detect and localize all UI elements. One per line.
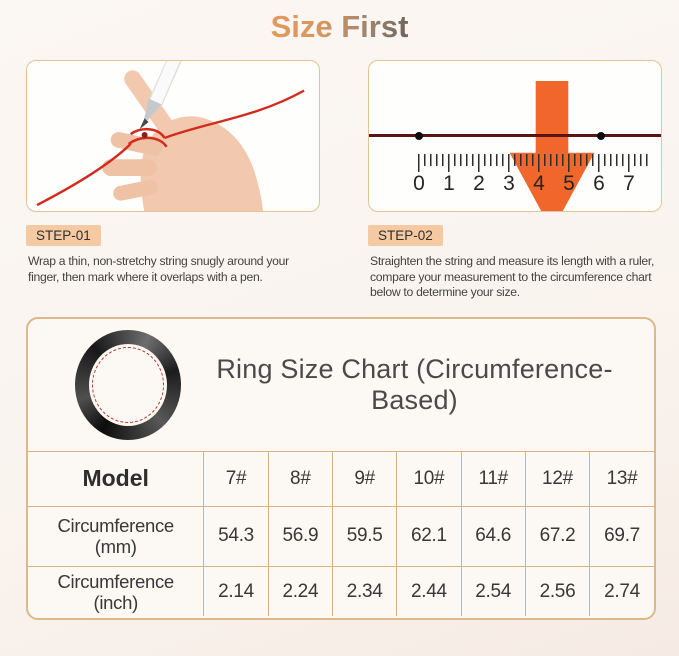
value-cell: 2.34 [331, 565, 398, 617]
value-cell: 2.74 [589, 565, 654, 617]
table-header-row: Model 7# 8# 9# 10# 11# 12# 13# [28, 450, 654, 507]
ruler-major-ticks [418, 154, 631, 172]
value-cell: 69.7 [589, 505, 654, 567]
value-cell: 67.2 [524, 505, 591, 567]
value-cell: 2.24 [267, 565, 333, 617]
step1-description: Wrap a thin, non-stretchy string snugly … [28, 254, 289, 284]
step2-illustration-panel: 0 1 2 3 4 5 6 7 [368, 60, 662, 212]
circumference-dashed-circle [92, 346, 164, 423]
ring-inner-hole [89, 343, 167, 426]
col-header-cell: 8# [267, 450, 333, 507]
chart-title: Ring Size Chart (Circumference-Based) [216, 353, 613, 415]
chart-header: Ring Size Chart (Circumference-Based) [28, 319, 654, 451]
col-header-cell: 12# [524, 450, 591, 507]
row-label-cell: Circumference (inch) [28, 565, 205, 617]
down-arrow-icon [509, 81, 595, 211]
ruler-number: 1 [443, 172, 455, 195]
table-row-inch: Circumference (inch) 2.14 2.24 2.34 2.44… [28, 565, 654, 617]
step2-column: 0 1 2 3 4 5 6 7 STEP-02 Straighten the s… [368, 60, 662, 301]
value-cell: 2.14 [203, 565, 269, 617]
col-header-cell: 13# [589, 450, 654, 507]
value-cell: 2.56 [524, 565, 591, 617]
size-first-infographic: Size First [26, 9, 679, 620]
ring-size-table: Model 7# 8# 9# 10# 11# 12# 13# Circumfer… [28, 450, 654, 617]
ruler-number: 5 [563, 172, 575, 195]
page-title: Size First [270, 9, 409, 44]
ruler-number: 3 [503, 172, 515, 195]
model-header-cell: Model [28, 450, 205, 507]
col-header-cell: 11# [460, 450, 526, 507]
step1-illustration-panel [26, 60, 320, 212]
ruler-number: 0 [413, 172, 425, 195]
col-header-cell: 10# [396, 450, 462, 507]
ruler-number: 4 [533, 172, 545, 195]
hand-string-illustration [36, 61, 305, 211]
value-cell: 56.9 [267, 505, 333, 567]
step1-column: STEP-01 Wrap a thin, non-stretchy string… [26, 60, 320, 301]
value-cell: 59.5 [331, 505, 398, 567]
col-header-cell: 9# [331, 450, 398, 507]
steps-section: STEP-01 Wrap a thin, non-stretchy string… [26, 60, 679, 301]
row-label-cell: Circumference (mm) [28, 505, 205, 567]
step1-badge: STEP-01 [26, 225, 101, 246]
measure-point-dot [415, 131, 423, 140]
string-line [369, 134, 661, 137]
value-cell: 2.54 [460, 565, 526, 617]
value-cell: 2.44 [396, 565, 462, 617]
value-cell: 54.3 [203, 505, 269, 567]
ruler-number: 7 [623, 172, 635, 195]
table-row-mm: Circumference (mm) 54.3 56.9 59.5 62.1 6… [28, 505, 654, 567]
ruler-number: 6 [593, 172, 605, 195]
ring-size-chart-card: Ring Size Chart (Circumference-Based) Mo… [26, 316, 656, 620]
step2-description: Straighten the string and measure its le… [370, 254, 655, 300]
value-cell: 64.6 [460, 505, 526, 567]
step2-badge: STEP-02 [368, 225, 443, 246]
value-cell: 62.1 [396, 505, 462, 567]
col-header-cell: 7# [203, 450, 269, 507]
ruler-number: 2 [473, 172, 485, 195]
measure-point-dot [597, 131, 605, 140]
smart-ring-image [75, 329, 181, 440]
